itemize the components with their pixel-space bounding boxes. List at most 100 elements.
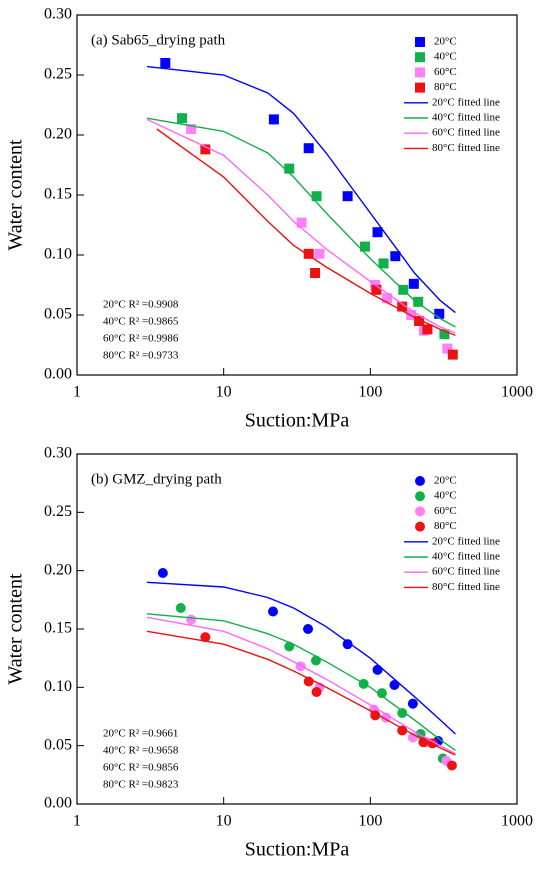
marker — [303, 624, 314, 634]
marker — [415, 37, 425, 47]
x-tick-label: 1 — [73, 813, 81, 830]
fitted-line — [146, 65, 456, 314]
marker — [200, 632, 211, 643]
marker — [408, 278, 419, 289]
marker — [442, 343, 453, 354]
legend-label: 80°C — [434, 81, 457, 93]
legend-label: 40°C fitted line — [432, 551, 500, 563]
y-tick-label: 0.10 — [44, 246, 72, 263]
marker — [296, 217, 307, 228]
marker — [311, 687, 322, 697]
marker — [186, 614, 197, 625]
marker — [397, 725, 408, 736]
legend-label: 20°C fitted line — [432, 535, 500, 547]
title: (b) GMZ_drying path — [91, 471, 222, 487]
legend-label: 20°C fitted line — [432, 96, 500, 108]
x-tick-label: 100 — [358, 813, 382, 830]
legend-label: 60°C — [434, 66, 457, 78]
x-tick-label: 1000 — [501, 813, 533, 830]
marker — [390, 251, 401, 262]
legend-label: 40°C fitted line — [432, 112, 500, 124]
marker — [418, 737, 429, 748]
marker — [415, 52, 425, 63]
marker — [378, 258, 389, 269]
fitted-line — [146, 117, 456, 328]
marker — [303, 676, 314, 687]
marker — [397, 301, 408, 312]
marker — [360, 241, 371, 252]
y-tick-label: 0.00 — [44, 795, 72, 812]
x-axis-label: Suction:MPa — [245, 839, 350, 861]
marker — [434, 308, 445, 319]
x-tick-label: 1 — [73, 384, 81, 401]
y-tick-label: 0.00 — [44, 366, 72, 383]
legend-label: 60°C fitted line — [432, 566, 500, 578]
annotation: 60°C R² =0.9856 — [103, 762, 179, 774]
y-tick-label: 0.30 — [44, 6, 72, 23]
legend-label: 40°C — [434, 490, 457, 502]
legend-label: 60°C — [434, 505, 457, 517]
title: (a) Sab65_drying path — [91, 32, 226, 48]
marker — [157, 568, 168, 578]
y-tick-label: 0.15 — [44, 620, 72, 637]
legend-label: 40°C — [434, 51, 457, 63]
y-tick-label: 0.10 — [44, 678, 72, 695]
fitted-line — [156, 128, 456, 337]
marker — [376, 688, 387, 699]
y-axis-label: Water content — [5, 573, 27, 685]
legend-label: 80°C — [434, 520, 457, 532]
legend-label: 80°C fitted line — [432, 581, 500, 593]
legend-label: 20°C — [434, 475, 457, 487]
marker — [414, 316, 425, 326]
y-tick-label: 0.05 — [44, 306, 72, 323]
marker — [372, 664, 383, 675]
x-tick-label: 10 — [216, 384, 232, 401]
fitted-line — [146, 630, 456, 756]
marker — [200, 144, 211, 155]
marker — [303, 143, 314, 154]
annotation: 20°C R² =0.9661 — [103, 728, 178, 740]
marker — [372, 227, 383, 238]
annotation: 40°C R² =0.9658 — [103, 745, 179, 757]
y-tick-label: 0.20 — [44, 561, 72, 578]
marker — [175, 603, 186, 613]
marker — [415, 491, 425, 502]
y-axis-label: Water content — [5, 139, 27, 251]
marker — [397, 708, 408, 718]
annotation: 20°C R² =0.9908 — [103, 299, 179, 311]
x-tick-label: 100 — [358, 384, 382, 401]
marker — [310, 268, 321, 278]
fitted-line — [146, 616, 456, 755]
x-axis-label: Suction:MPa — [245, 410, 350, 432]
marker — [342, 191, 353, 202]
marker — [446, 760, 457, 771]
marker — [415, 82, 425, 93]
marker — [342, 639, 353, 650]
annotation: 80°C R² =0.9733 — [103, 350, 179, 362]
marker — [382, 293, 393, 304]
annotation: 80°C R² =0.9823 — [103, 779, 179, 791]
annotation: 60°C R² =0.9986 — [103, 333, 179, 345]
y-tick-label: 0.20 — [44, 126, 72, 143]
legend-label: 80°C fitted line — [432, 142, 500, 154]
marker — [186, 124, 197, 134]
marker — [415, 476, 425, 486]
x-tick-label: 1000 — [501, 384, 533, 401]
marker — [371, 284, 382, 295]
marker — [439, 329, 450, 340]
marker — [415, 506, 425, 517]
marker — [314, 248, 325, 259]
marker — [415, 67, 425, 78]
marker — [413, 296, 424, 307]
marker — [160, 58, 171, 68]
annotation: 40°C R² =0.9865 — [103, 316, 179, 328]
marker — [389, 680, 400, 690]
y-tick-label: 0.25 — [44, 503, 72, 520]
y-tick-label: 0.25 — [44, 66, 72, 83]
marker — [415, 521, 425, 532]
legend-label: 20°C — [434, 36, 457, 48]
y-tick-label: 0.05 — [44, 736, 72, 753]
marker — [447, 349, 458, 360]
